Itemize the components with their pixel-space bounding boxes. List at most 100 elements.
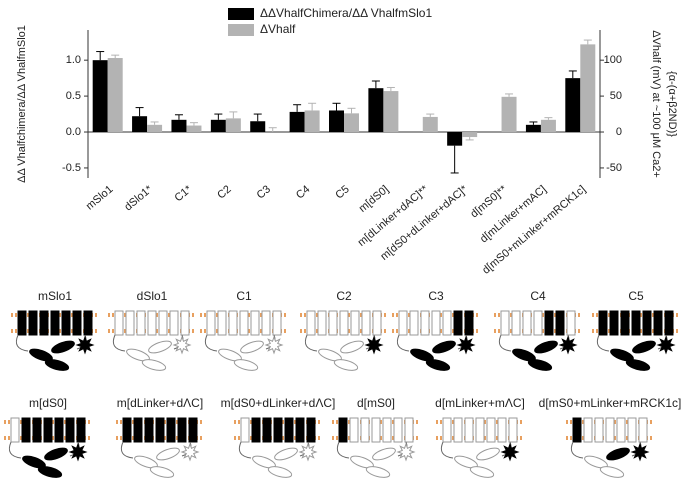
ca-bowl xyxy=(364,335,384,355)
diagram-label: C5 xyxy=(628,289,644,303)
error-bar xyxy=(308,102,317,111)
channel-diagram xyxy=(332,417,420,478)
rck-domain xyxy=(274,447,298,461)
x-tick-label: C2 xyxy=(215,183,233,201)
rck-domain xyxy=(610,348,634,362)
transmembrane-segment xyxy=(500,310,510,336)
bar xyxy=(565,78,581,133)
transmembrane-segment xyxy=(361,310,371,336)
ca-bowl xyxy=(298,442,318,462)
ca-bowl xyxy=(75,335,95,355)
x-tick-label: C4 xyxy=(294,183,312,201)
channel-diagram xyxy=(108,310,196,371)
rck-domain xyxy=(37,466,63,478)
rck-domain xyxy=(350,455,374,469)
transmembrane-segment xyxy=(317,310,327,336)
ca-bowl xyxy=(630,442,650,462)
rck-domain xyxy=(156,447,180,461)
rck-domain xyxy=(340,340,364,354)
rck-domain xyxy=(233,359,259,371)
rck-domain xyxy=(51,340,75,354)
rck-domain xyxy=(318,348,342,362)
diagram-label: dSlo1 xyxy=(137,289,168,303)
transmembrane-segment xyxy=(251,417,261,443)
transmembrane-segment xyxy=(262,417,272,443)
transmembrane-segment xyxy=(239,310,249,336)
transmembrane-segment xyxy=(404,417,414,443)
transmembrane-segment xyxy=(169,310,179,336)
channel-diagram xyxy=(566,417,654,478)
transmembrane-segment xyxy=(442,310,452,336)
transmembrane-segment xyxy=(158,310,168,336)
transmembrane-segment xyxy=(155,417,165,443)
x-tick-label: mSlo1 xyxy=(84,183,116,212)
channel-diagram xyxy=(592,310,680,371)
channel-diagram xyxy=(11,310,99,371)
transmembrane-segment xyxy=(32,417,42,443)
rck-domain xyxy=(267,466,293,478)
transmembrane-segment xyxy=(533,310,543,336)
bar xyxy=(289,111,305,133)
transmembrane-segment xyxy=(442,417,452,443)
channel-diagram xyxy=(116,417,204,478)
linker xyxy=(440,441,512,459)
rck-domain xyxy=(527,359,553,371)
transmembrane-segment xyxy=(273,417,283,443)
transmembrane-segment xyxy=(76,417,86,443)
diagram-label: C4 xyxy=(530,289,546,303)
linker xyxy=(396,334,468,352)
x-tick-label: d[mLinker+mAC] xyxy=(478,183,549,245)
error-bar xyxy=(253,113,262,122)
x-tick-label: m[dLinker+dAC]** xyxy=(356,183,431,249)
transmembrane-segment xyxy=(147,310,157,336)
channel-diagram xyxy=(4,417,92,478)
rck-domain xyxy=(126,348,150,362)
ca-bowl xyxy=(456,335,476,355)
bar xyxy=(92,60,108,133)
error-bar xyxy=(174,114,183,120)
bar xyxy=(210,119,226,133)
transmembrane-segment xyxy=(475,417,485,443)
diagram-label: d[mS0+mLinker+mRCK1c] xyxy=(539,396,682,410)
bar xyxy=(368,88,384,133)
error-bar xyxy=(96,51,105,61)
transmembrane-segment xyxy=(61,310,71,336)
transmembrane-segment xyxy=(409,310,419,336)
error-bar xyxy=(332,102,341,111)
rck-domain xyxy=(134,455,158,469)
transmembrane-segment xyxy=(598,310,608,336)
transmembrane-segment xyxy=(594,417,604,443)
transmembrane-segment xyxy=(261,310,271,336)
rck-domain xyxy=(476,447,500,461)
transmembrane-segment xyxy=(339,310,349,336)
error-bar xyxy=(426,113,435,117)
error-bar xyxy=(268,127,277,133)
rck-domain xyxy=(606,447,630,461)
bar xyxy=(225,118,241,133)
y2-tick-label: 50 xyxy=(610,90,622,102)
y-tick-label: 0.0 xyxy=(66,126,81,138)
legend-label: ΔVhalf xyxy=(260,22,296,36)
y-tick-label: 1.0 xyxy=(66,54,81,66)
transmembrane-segment xyxy=(642,310,652,336)
transmembrane-segment xyxy=(114,310,124,336)
error-bar xyxy=(583,39,592,45)
error-bar xyxy=(293,104,302,112)
bar xyxy=(525,124,541,133)
linker xyxy=(570,441,642,459)
rck-domain xyxy=(29,348,53,362)
error-bar xyxy=(189,122,198,126)
channel-diagram xyxy=(392,310,480,371)
legend-swatch xyxy=(228,8,254,20)
transmembrane-segment xyxy=(21,417,31,443)
linker xyxy=(336,441,408,459)
transmembrane-segment xyxy=(54,417,64,443)
bar xyxy=(132,116,148,133)
transmembrane-segment xyxy=(228,310,238,336)
x-tick-label: m[dS0] xyxy=(357,183,391,215)
transmembrane-segment xyxy=(464,417,474,443)
transmembrane-segment xyxy=(638,417,648,443)
bar xyxy=(250,121,266,133)
transmembrane-segment xyxy=(382,417,392,443)
